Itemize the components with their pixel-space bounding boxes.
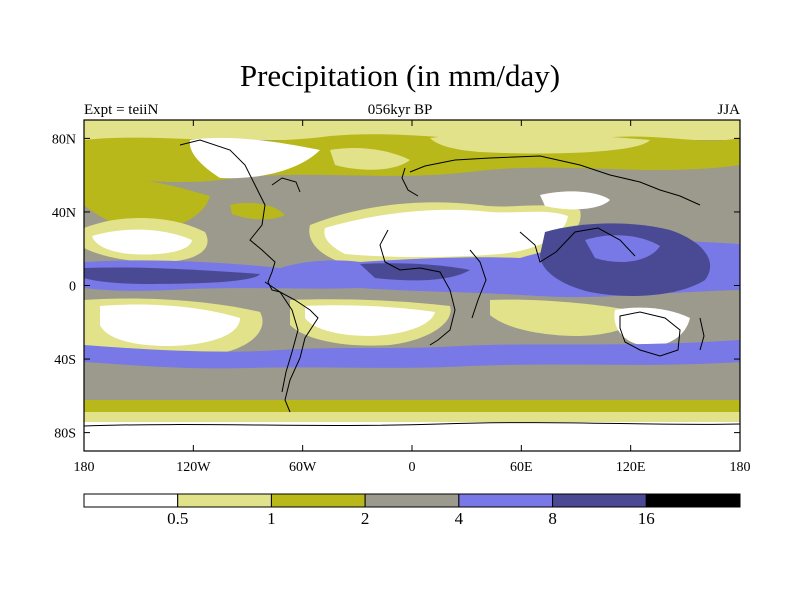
colorbar-swatch (364, 493, 460, 508)
latitude-axis: 80N 40N 0 40S 80S (52, 132, 740, 442)
x-tick-label: 60E (510, 460, 533, 475)
x-tick-label: 180 (74, 460, 95, 475)
colorbar: 0.5 1 2 4 8 16 (83, 493, 741, 528)
y-tick-label: 80N (52, 132, 76, 147)
y-tick-label: 0 (69, 280, 76, 295)
colorbar-label: 4 (455, 509, 464, 528)
experiment-label: Expt = teiiN (84, 102, 159, 118)
x-tick-label: 0 (409, 460, 416, 475)
colorbar-label: 2 (361, 509, 370, 528)
y-tick-label: 80S (54, 427, 76, 442)
colorbar-label: 0.5 (167, 509, 188, 528)
season-label: JJA (717, 102, 740, 118)
x-tick-label: 120E (616, 460, 646, 475)
coastlines (84, 139, 740, 427)
colorbar-swatch (645, 493, 741, 508)
colorbar-swatch (177, 493, 272, 508)
colorbar-swatch (270, 493, 366, 508)
longitude-axis: 180 120W 60W 0 60E 120E 180 (74, 120, 751, 475)
x-tick-label: 60W (289, 460, 317, 475)
colorbar-swatch (83, 493, 179, 508)
y-tick-label: 40N (52, 206, 76, 221)
colorbar-label: 8 (548, 509, 557, 528)
colorbar-label: 16 (638, 509, 655, 528)
precipitation-field (84, 120, 740, 451)
map-title: Precipitation (in mm/day) (239, 58, 561, 93)
colorbar-swatch (552, 493, 647, 508)
period-label: 056kyr BP (367, 102, 433, 118)
colorbar-label: 1 (267, 509, 276, 528)
colorbar-swatch (458, 493, 554, 508)
y-tick-label: 40S (54, 353, 76, 368)
x-tick-label: 120W (176, 460, 211, 475)
x-tick-label: 180 (730, 460, 751, 475)
